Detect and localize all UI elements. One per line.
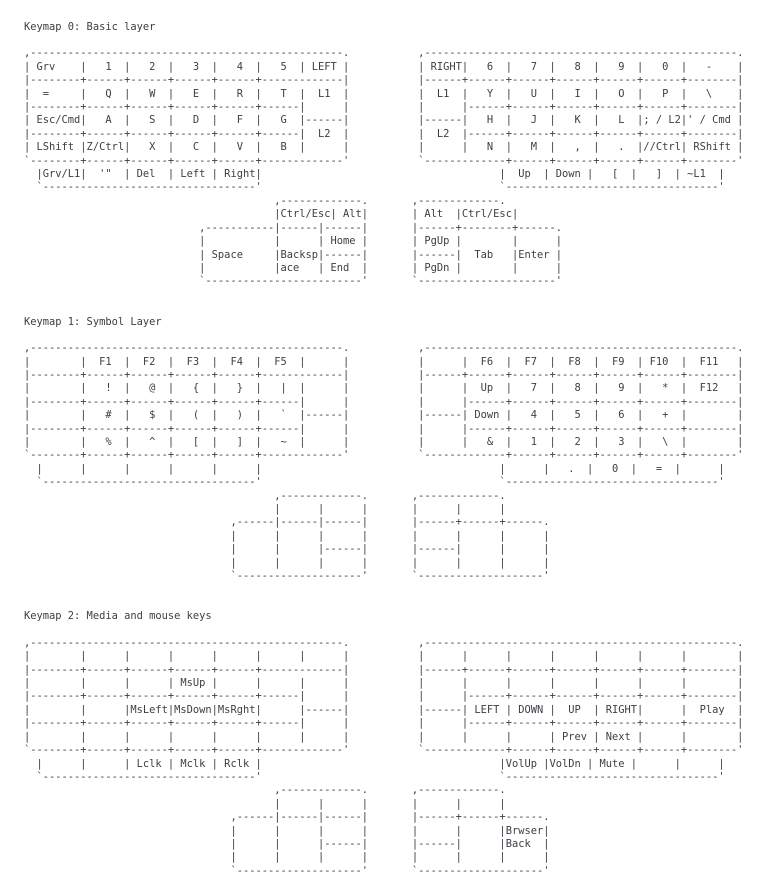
keymap-ascii-art: ,---------------------------------------… [24,342,744,583]
keymap-title: Keymap 0: Basic layer [24,21,156,33]
keymap-title: Keymap 2: Media and mouse keys [24,610,212,623]
keymap-section-basic-layer: Keymap 0: Basic layer ,-----------------… [24,21,765,289]
keymap-ascii-art: ,---------------------------------------… [24,636,744,877]
keymap-section-symbol-layer: Keymap 1: Symbol Layer ,----------------… [24,316,765,584]
keymap-title: Keymap 1: Symbol Layer [24,315,162,328]
keymap-section-media-mouse-keys: Keymap 2: Media and mouse keys ,--------… [24,610,765,878]
keymap-ascii-art: ,---------------------------------------… [24,47,744,288]
